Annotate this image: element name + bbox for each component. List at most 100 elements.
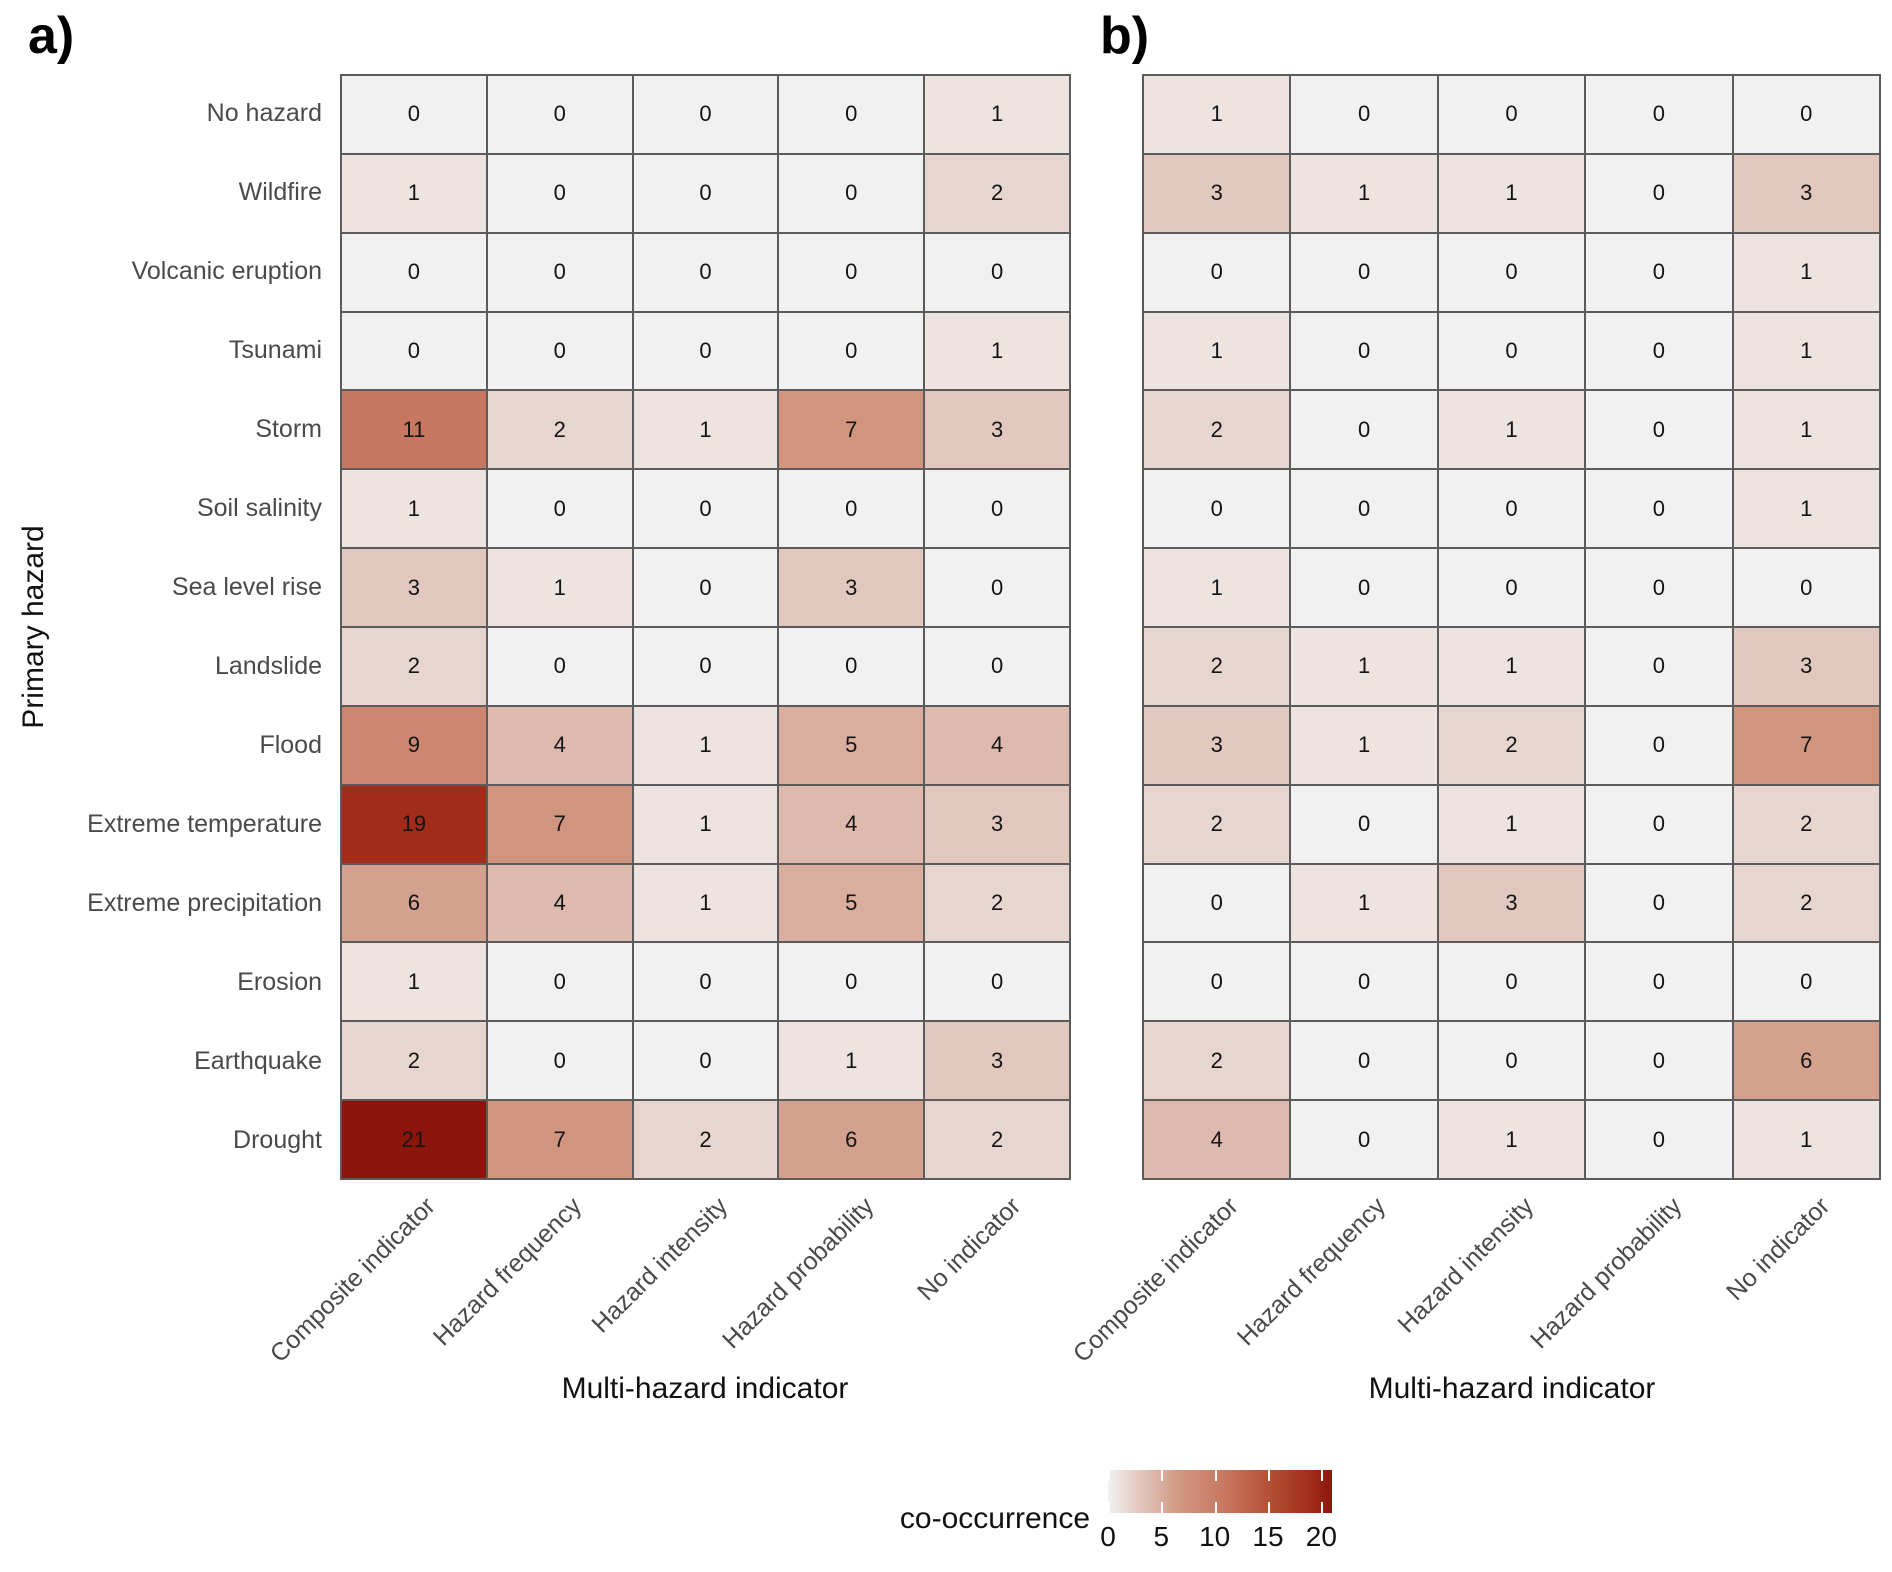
legend-tick-label: 0 <box>1100 1521 1116 1552</box>
heatmap-cell: 1 <box>778 1021 925 1101</box>
heatmap-cell: 0 <box>486 153 633 233</box>
heatmap-cell: 0 <box>1585 390 1733 470</box>
heatmap-cell: 0 <box>1437 942 1586 1022</box>
heatmap-cell: 11 <box>341 390 487 470</box>
heatmap-cell: 2 <box>1143 784 1291 864</box>
heatmap-cell: 2 <box>1143 390 1291 470</box>
heatmap-cell: 0 <box>632 311 779 391</box>
heatmap-cell: 3 <box>1732 153 1880 233</box>
x-tick-label: Composite indicator <box>1067 1192 1244 1369</box>
panel-b-label: b) <box>1100 7 1150 65</box>
y-tick-label: Landslide <box>214 652 322 680</box>
y-tick-label: Earthquake <box>194 1047 322 1075</box>
heatmap-cell: 7 <box>486 784 633 864</box>
heatmap-cell: 1 <box>341 153 487 233</box>
heatmap-cell: 2 <box>924 863 1070 943</box>
heatmap-cell: 0 <box>341 311 487 391</box>
heatmap-cell: 0 <box>1437 311 1586 391</box>
heatmap-cell: 0 <box>486 311 633 391</box>
heatmap-cell: 0 <box>1585 626 1733 706</box>
y-tick-label: Volcanic eruption <box>131 257 322 285</box>
heatmap-cell: 0 <box>778 311 925 391</box>
x-tick-label: Composite indicator <box>264 1192 441 1369</box>
legend-tick-label: 5 <box>1153 1521 1170 1552</box>
heatmap-cell: 0 <box>486 626 633 706</box>
heatmap-cell: 3 <box>924 390 1070 470</box>
heatmap-cell: 0 <box>632 942 779 1022</box>
heatmap-cell: 0 <box>1585 942 1733 1022</box>
y-tick-label: Flood <box>259 731 322 759</box>
heatmap-cell: 3 <box>924 1021 1070 1101</box>
y-tick-label: Tsunami <box>228 336 322 364</box>
x-tick-label: No indicator <box>911 1192 1026 1307</box>
heatmap-cell: 2 <box>1732 784 1880 864</box>
heatmap-cell: 0 <box>1585 1100 1733 1179</box>
heatmap-cell: 4 <box>778 784 925 864</box>
heatmap-cell: 1 <box>341 469 487 549</box>
heatmap-cell: 0 <box>1143 232 1291 312</box>
legend-tick-label: 20 <box>1305 1521 1337 1552</box>
heatmap-cell: 0 <box>924 942 1070 1022</box>
heatmap-cell: 0 <box>778 75 925 154</box>
heatmap-cell: 0 <box>1290 311 1438 391</box>
x-tick-label: Hazard frequency <box>1232 1192 1392 1352</box>
heatmap-cell: 4 <box>486 863 633 943</box>
heatmap-cell: 0 <box>1585 548 1733 627</box>
x-tick-label: Hazard intensity <box>1392 1192 1540 1339</box>
y-axis-title: Primary hazard <box>17 525 50 729</box>
heatmap-cell: 0 <box>632 469 779 549</box>
heatmap-cell: 0 <box>341 75 487 154</box>
heatmap-cell: 0 <box>778 232 925 312</box>
heatmap-cell: 0 <box>778 942 925 1022</box>
heatmap-cell: 0 <box>486 942 633 1022</box>
y-tick-label: Wildfire <box>238 178 322 206</box>
heatmap-cell: 1 <box>1437 626 1586 706</box>
heatmap-cell: 3 <box>778 548 925 627</box>
heatmap-cell: 0 <box>1437 75 1586 154</box>
heatmap-cell: 7 <box>486 1100 633 1179</box>
heatmap-cell: 3 <box>1143 153 1291 233</box>
y-tick-label: Soil salinity <box>196 494 322 522</box>
heatmap-cell: 1 <box>1732 311 1880 391</box>
x-tick-label: Hazard frequency <box>427 1192 588 1352</box>
legend-tick-mark <box>1321 1502 1324 1513</box>
heatmap-cell: 1 <box>632 705 779 785</box>
x-tick-label: Hazard probability <box>717 1192 880 1355</box>
heatmap-cell: 1 <box>1732 1100 1880 1179</box>
y-tick-label: Extreme temperature <box>87 810 322 838</box>
heatmap-cell: 2 <box>924 1100 1070 1179</box>
y-tick-label: Erosion <box>237 968 322 996</box>
heatmap-cell: 0 <box>778 626 925 706</box>
heatmap-cell: 0 <box>1437 232 1586 312</box>
heatmap-cell: 3 <box>1732 626 1880 706</box>
heatmap-cell: 0 <box>486 469 633 549</box>
x-tick-label: Hazard probability <box>1524 1192 1688 1355</box>
heatmap-cell: 0 <box>1290 784 1438 864</box>
heatmap-cell: 0 <box>1143 469 1291 549</box>
heatmap-cell: 1 <box>632 784 779 864</box>
heatmap-cell: 0 <box>632 153 779 233</box>
heatmap-cell: 1 <box>486 548 633 627</box>
heatmap-cell: 1 <box>1143 75 1291 154</box>
legend-tick-mark <box>1108 1502 1110 1513</box>
legend-tick-mark <box>1214 1502 1217 1513</box>
heatmap-cell: 0 <box>924 548 1070 627</box>
heatmap-cell: 2 <box>1143 1021 1291 1101</box>
heatmap-cell: 0 <box>486 232 633 312</box>
legend-tick-mark <box>1268 1502 1270 1513</box>
heatmap-cell: 4 <box>1143 1100 1291 1179</box>
heatmap-cell: 0 <box>1585 232 1733 312</box>
legend-tick-mark <box>1214 1470 1217 1481</box>
heatmap-cell: 3 <box>924 784 1070 864</box>
x-axis-title-a: Multi-hazard indicator <box>561 1372 849 1405</box>
heatmap-cell: 0 <box>1585 784 1733 864</box>
heatmap-cell: 0 <box>632 626 779 706</box>
heatmap-cell: 0 <box>1290 1021 1438 1101</box>
heatmap-cell: 0 <box>486 75 633 154</box>
heatmap-cell: 0 <box>924 232 1070 312</box>
heatmap-cell: 3 <box>1143 705 1291 785</box>
heatmap-cell: 2 <box>341 1021 487 1101</box>
heatmap-cell: 0 <box>924 626 1070 706</box>
heatmap-cell: 6 <box>778 1100 925 1179</box>
